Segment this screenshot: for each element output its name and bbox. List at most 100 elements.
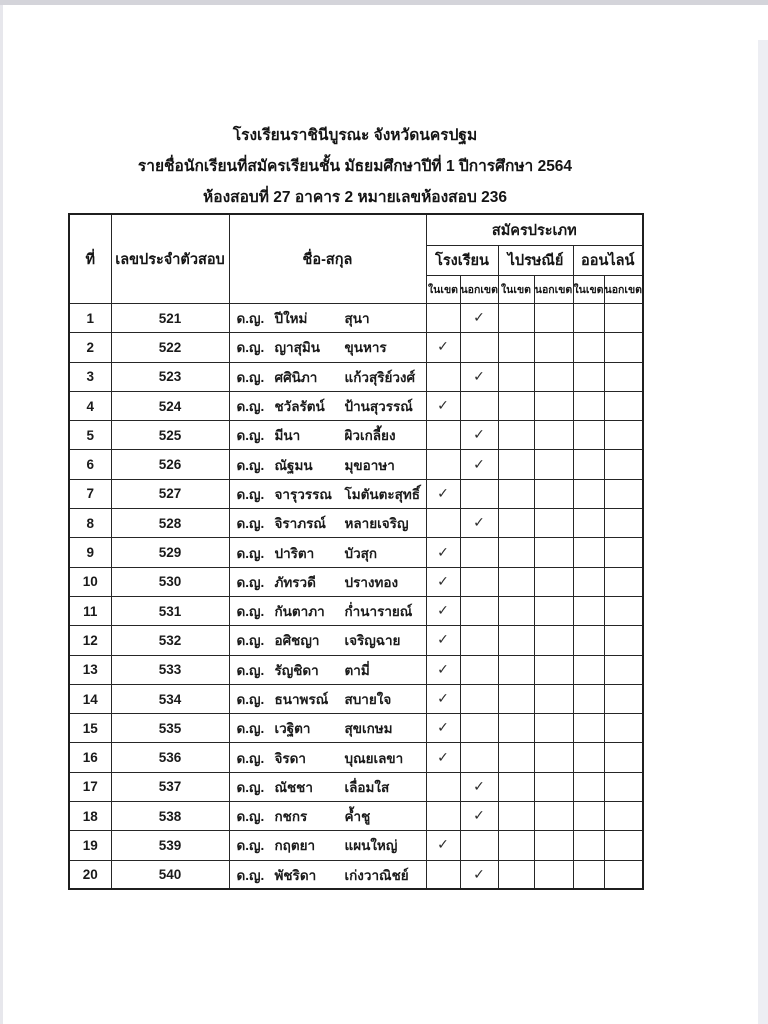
row-number: 13 [68, 654, 112, 685]
student-name: ด.ญ. ภัทรวดี ปรางทอง [228, 566, 427, 597]
exam-id: 538 [110, 801, 230, 832]
last-name: โมตันตะสุทธิ์ [344, 486, 421, 502]
name-prefix: ด.ญ. [236, 340, 265, 356]
last-name: แผนใหญ่ [344, 838, 398, 854]
table-row: 5 525 ด.ญ. มีนา ผิวเกลี้ยง ✓ [68, 420, 644, 451]
check-post-in-zone [497, 830, 535, 861]
exam-id: 535 [110, 713, 230, 744]
name-prefix: ด.ญ. [236, 545, 265, 561]
last-name: ก่ำนารายณ์ [344, 604, 413, 620]
check-post-out-zone [533, 625, 574, 656]
row-number: 17 [68, 771, 112, 803]
name-prefix: ด.ญ. [236, 457, 265, 473]
first-name: รัญชิดา [274, 662, 319, 678]
check-post-in-zone [497, 537, 535, 568]
row-number: 1 [68, 302, 112, 334]
check-online-in-zone [572, 771, 605, 803]
row-number: 12 [68, 625, 112, 656]
check-online-in-zone [572, 713, 605, 744]
name-prefix: ด.ญ. [236, 486, 265, 502]
check-school-in-zone [425, 361, 461, 392]
header-channel-school: โรงเรียน [425, 245, 499, 276]
check-school-in-zone [425, 302, 461, 334]
name-prefix: ด.ญ. [236, 633, 265, 649]
check-online-in-zone [572, 830, 605, 861]
row-number: 2 [68, 332, 112, 363]
last-name: บัวสุก [344, 545, 378, 561]
check-school-in-zone: ✓ [425, 332, 461, 363]
check-post-in-zone [497, 595, 535, 627]
first-name: ศศินิภา [274, 369, 318, 385]
check-school-in-zone [425, 420, 461, 451]
student-name: ด.ญ. รัญชิดา ตามี่ [228, 654, 427, 685]
check-online-out-zone [603, 742, 644, 773]
header-name: ชื่อ-สกุล [228, 213, 427, 304]
check-post-in-zone [497, 302, 535, 334]
last-name: เก่งวาณิชย์ [344, 867, 409, 883]
check-school-out-zone [459, 566, 499, 597]
first-name: กชกร [274, 809, 308, 825]
check-post-out-zone [533, 537, 574, 568]
last-name: ผิวเกลี้ยง [344, 428, 396, 444]
table-row: 19 539 ด.ญ. กฤตยา แผนใหญ่ ✓ [68, 830, 644, 861]
student-name: ด.ญ. ณัชชา เลื่อมใส [228, 771, 427, 803]
first-name: กันตาภา [274, 604, 325, 620]
check-online-out-zone [603, 478, 644, 510]
name-prefix: ด.ญ. [236, 369, 265, 385]
check-school-in-zone [425, 449, 461, 480]
first-name: พัชริดา [274, 867, 317, 883]
student-name: ด.ญ. ปีใหม่ สุนา [228, 302, 427, 334]
check-post-out-zone [533, 713, 574, 744]
check-school-out-zone: ✓ [459, 449, 499, 480]
first-name: ณัชชา [274, 779, 313, 795]
check-post-out-zone [533, 683, 574, 715]
name-prefix: ด.ญ. [236, 662, 265, 678]
name-prefix: ด.ญ. [236, 574, 265, 590]
check-online-in-zone [572, 625, 605, 656]
check-school-out-zone [459, 595, 499, 627]
check-school-in-zone: ✓ [425, 654, 461, 685]
name-prefix: ด.ญ. [236, 809, 265, 825]
check-online-out-zone [603, 625, 644, 656]
student-name: ด.ญ. กฤตยา แผนใหญ่ [228, 830, 427, 861]
check-post-in-zone [497, 859, 535, 890]
first-name: ปาริตา [274, 545, 315, 561]
check-post-in-zone [497, 771, 535, 803]
check-post-out-zone [533, 595, 574, 627]
check-online-out-zone [603, 537, 644, 568]
last-name: ป้านสุวรรณ์ [344, 399, 413, 415]
last-name: บุณยเลขา [344, 750, 404, 766]
check-post-out-zone [533, 420, 574, 451]
check-online-out-zone [603, 713, 644, 744]
check-post-in-zone [497, 625, 535, 656]
student-name: ด.ญ. จารุวรรณ โมตันตะสุทธิ์ [228, 478, 427, 510]
table-row: 9 529 ด.ญ. ปาริตา บัวสุก ✓ [68, 537, 644, 568]
student-name: ด.ญ. จิรดา บุณยเลขา [228, 742, 427, 773]
first-name: ณัฐมน [274, 457, 313, 473]
table-row: 15 535 ด.ญ. เวฐิตา สุขเกษม ✓ [68, 713, 644, 744]
check-post-in-zone [497, 420, 535, 451]
exam-id: 528 [110, 508, 230, 539]
check-online-in-zone [572, 537, 605, 568]
check-post-in-zone [497, 566, 535, 597]
header-exam-id: เลขประจำตัวสอบ [110, 213, 230, 304]
first-name: อศิชญา [274, 633, 320, 649]
row-number: 11 [68, 595, 112, 627]
student-name: ด.ญ. ศศินิภา แก้วสุริย์วงศ์ [228, 361, 427, 392]
check-post-out-zone [533, 332, 574, 363]
student-name: ด.ญ. ญาสุมิน ขุนหาร [228, 332, 427, 363]
row-number: 4 [68, 390, 112, 422]
student-name: ด.ญ. กชกร ค้ำชู [228, 801, 427, 832]
header-no: ที่ [68, 213, 112, 304]
check-online-in-zone [572, 332, 605, 363]
check-school-in-zone [425, 859, 461, 890]
name-prefix: ด.ญ. [236, 399, 265, 415]
name-prefix: ด.ญ. [236, 838, 265, 854]
check-school-out-zone [459, 683, 499, 715]
last-name: ปรางทอง [344, 574, 399, 590]
check-school-out-zone: ✓ [459, 801, 499, 832]
check-school-in-zone: ✓ [425, 537, 461, 568]
header-apply-type: สมัครประเภท [425, 213, 644, 246]
check-school-in-zone: ✓ [425, 390, 461, 422]
check-school-out-zone: ✓ [459, 302, 499, 334]
